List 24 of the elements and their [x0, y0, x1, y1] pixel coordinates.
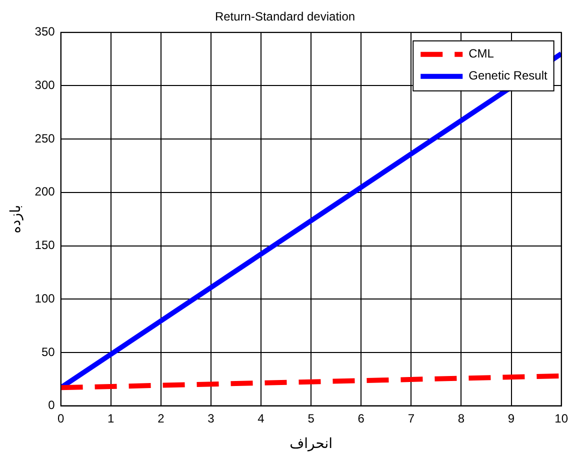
- y-tick-label: 250: [34, 131, 56, 146]
- x-tick-label: 0: [57, 411, 64, 426]
- y-axis-title: بازده: [8, 204, 24, 234]
- x-axis-title: انحراف: [290, 436, 333, 452]
- y-tick-label: 300: [34, 78, 56, 92]
- y-tick-label: 0: [48, 398, 56, 412]
- x-tick-label: 4: [258, 411, 265, 426]
- y-tick-label: 150: [34, 238, 56, 252]
- x-tick-label: 1: [108, 411, 115, 426]
- x-tick-label: 3: [208, 411, 215, 426]
- x-tick-label: 10: [554, 411, 568, 426]
- y-tick-label: 100: [34, 291, 56, 306]
- x-tick-label: 6: [358, 411, 365, 426]
- y-tick-label: 50: [41, 344, 56, 359]
- y-tick-label: 200: [34, 184, 56, 199]
- x-tick-label: 2: [158, 411, 165, 426]
- x-tick-label: 5: [308, 411, 315, 426]
- y-tick-label: 350: [34, 24, 56, 39]
- chart-title: Return-Standard deviation: [214, 10, 356, 24]
- x-tick-label: 8: [458, 411, 465, 426]
- legend-label: Genetic Result: [468, 68, 548, 83]
- x-tick-label: 9: [508, 411, 515, 426]
- legend-label: CML: [468, 46, 494, 61]
- x-tick-label: 7: [408, 411, 415, 426]
